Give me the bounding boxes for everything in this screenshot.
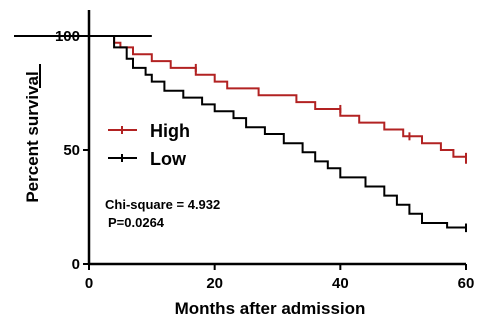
y-tick-label: 50 xyxy=(63,142,80,159)
x-tick-label: 20 xyxy=(206,275,223,292)
series-line-high xyxy=(89,35,467,164)
x-tick-label: 40 xyxy=(332,275,349,292)
legend-item-high: High xyxy=(108,121,190,141)
series-line-low xyxy=(89,35,467,233)
x-axis-title: Months after admission xyxy=(175,299,366,318)
p-value-annotation: P=0.0264 xyxy=(108,215,165,230)
legend: High Low xyxy=(108,121,190,169)
y-axis-title: Percent survival xyxy=(23,71,42,202)
chi-square-annotation: Chi-square = 4.932 xyxy=(105,197,220,212)
x-ticks: 0 20 40 60 xyxy=(85,264,475,292)
x-tick-label: 60 xyxy=(458,275,475,292)
x-tick-label: 0 xyxy=(85,275,93,292)
plot-area xyxy=(14,35,467,233)
legend-label-low: Low xyxy=(150,149,187,169)
legend-item-low: Low xyxy=(108,149,187,169)
y-tick-label: 100 xyxy=(55,28,80,45)
axes xyxy=(87,10,466,266)
y-tick-label: 0 xyxy=(72,256,80,273)
legend-label-high: High xyxy=(150,121,190,141)
y-ticks: 0 50 100 xyxy=(55,28,89,273)
